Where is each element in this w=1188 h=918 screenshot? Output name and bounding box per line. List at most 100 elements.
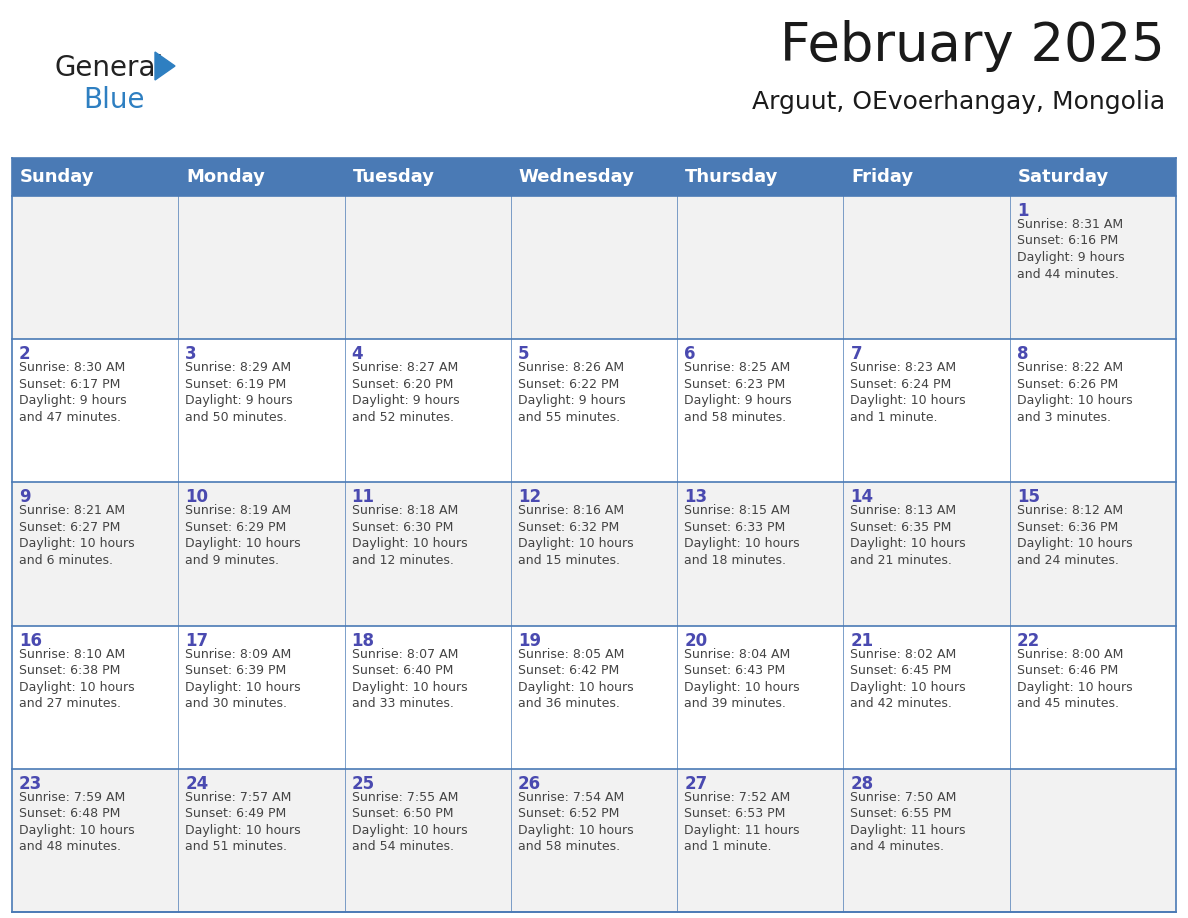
Text: Daylight: 10 hours: Daylight: 10 hours xyxy=(684,537,800,551)
Text: Daylight: 10 hours: Daylight: 10 hours xyxy=(851,394,966,408)
Text: Sunset: 6:29 PM: Sunset: 6:29 PM xyxy=(185,521,286,534)
Text: Sunrise: 7:52 AM: Sunrise: 7:52 AM xyxy=(684,790,790,804)
Bar xyxy=(12,482,178,625)
Text: and 39 minutes.: and 39 minutes. xyxy=(684,697,786,711)
Text: Sunrise: 8:29 AM: Sunrise: 8:29 AM xyxy=(185,361,291,375)
Text: February 2025: February 2025 xyxy=(781,20,1165,72)
Text: Sunrise: 7:54 AM: Sunrise: 7:54 AM xyxy=(518,790,624,804)
Text: and 33 minutes.: and 33 minutes. xyxy=(352,697,454,711)
Text: and 9 minutes.: and 9 minutes. xyxy=(185,554,279,567)
Text: 25: 25 xyxy=(352,775,374,793)
Text: Sunset: 6:26 PM: Sunset: 6:26 PM xyxy=(1017,377,1118,391)
Text: Monday: Monday xyxy=(187,168,265,186)
Text: and 4 minutes.: and 4 minutes. xyxy=(851,840,944,854)
Bar xyxy=(12,196,178,339)
Text: and 58 minutes.: and 58 minutes. xyxy=(518,840,620,854)
Bar xyxy=(12,768,178,912)
Text: Daylight: 9 hours: Daylight: 9 hours xyxy=(185,394,293,408)
Text: 24: 24 xyxy=(185,775,209,793)
Text: and 18 minutes.: and 18 minutes. xyxy=(684,554,786,567)
Text: 7: 7 xyxy=(851,345,862,364)
Text: Sunrise: 8:31 AM: Sunrise: 8:31 AM xyxy=(1017,218,1123,231)
Text: 17: 17 xyxy=(185,632,208,650)
Bar xyxy=(511,158,677,196)
Text: Sunset: 6:23 PM: Sunset: 6:23 PM xyxy=(684,377,785,391)
Text: Wednesday: Wednesday xyxy=(519,168,634,186)
Bar xyxy=(345,768,511,912)
Bar xyxy=(843,196,1010,339)
Bar xyxy=(12,339,178,482)
Text: Sunset: 6:16 PM: Sunset: 6:16 PM xyxy=(1017,234,1118,248)
Text: Sunset: 6:22 PM: Sunset: 6:22 PM xyxy=(518,377,619,391)
Bar xyxy=(1010,196,1176,339)
Text: 23: 23 xyxy=(19,775,43,793)
Text: and 45 minutes.: and 45 minutes. xyxy=(1017,697,1119,711)
Text: Daylight: 10 hours: Daylight: 10 hours xyxy=(1017,394,1132,408)
Bar xyxy=(1010,482,1176,625)
Bar xyxy=(843,158,1010,196)
Text: Sunset: 6:45 PM: Sunset: 6:45 PM xyxy=(851,664,952,677)
Bar xyxy=(511,625,677,768)
Text: Sunrise: 7:57 AM: Sunrise: 7:57 AM xyxy=(185,790,292,804)
Text: and 42 minutes.: and 42 minutes. xyxy=(851,697,953,711)
Text: Sunrise: 7:50 AM: Sunrise: 7:50 AM xyxy=(851,790,956,804)
Text: 2: 2 xyxy=(19,345,31,364)
Text: 22: 22 xyxy=(1017,632,1040,650)
Bar xyxy=(345,482,511,625)
Text: and 3 minutes.: and 3 minutes. xyxy=(1017,410,1111,424)
Text: 5: 5 xyxy=(518,345,530,364)
Text: and 52 minutes.: and 52 minutes. xyxy=(352,410,454,424)
Bar xyxy=(511,768,677,912)
Bar xyxy=(677,768,843,912)
Text: Daylight: 9 hours: Daylight: 9 hours xyxy=(352,394,460,408)
Text: Sunrise: 8:04 AM: Sunrise: 8:04 AM xyxy=(684,647,790,661)
Text: 3: 3 xyxy=(185,345,197,364)
Text: Daylight: 9 hours: Daylight: 9 hours xyxy=(1017,251,1124,264)
Text: Sunset: 6:49 PM: Sunset: 6:49 PM xyxy=(185,807,286,821)
Bar xyxy=(178,768,345,912)
Text: Saturday: Saturday xyxy=(1018,168,1108,186)
Text: 16: 16 xyxy=(19,632,42,650)
Text: Arguut, OEvoerhangay, Mongolia: Arguut, OEvoerhangay, Mongolia xyxy=(752,90,1165,114)
Text: Sunrise: 8:18 AM: Sunrise: 8:18 AM xyxy=(352,504,457,518)
Text: General: General xyxy=(55,54,164,82)
Text: Daylight: 10 hours: Daylight: 10 hours xyxy=(352,680,467,694)
Text: Sunset: 6:42 PM: Sunset: 6:42 PM xyxy=(518,664,619,677)
Text: 10: 10 xyxy=(185,488,208,507)
Text: 20: 20 xyxy=(684,632,707,650)
Text: Daylight: 10 hours: Daylight: 10 hours xyxy=(19,537,134,551)
Text: Sunrise: 8:05 AM: Sunrise: 8:05 AM xyxy=(518,647,624,661)
Text: Sunrise: 8:07 AM: Sunrise: 8:07 AM xyxy=(352,647,457,661)
Text: Sunset: 6:20 PM: Sunset: 6:20 PM xyxy=(352,377,453,391)
Text: and 24 minutes.: and 24 minutes. xyxy=(1017,554,1119,567)
Bar xyxy=(178,339,345,482)
Text: Sunset: 6:43 PM: Sunset: 6:43 PM xyxy=(684,664,785,677)
Text: and 47 minutes.: and 47 minutes. xyxy=(19,410,121,424)
Text: Sunrise: 8:27 AM: Sunrise: 8:27 AM xyxy=(352,361,457,375)
Text: Blue: Blue xyxy=(83,86,145,114)
Text: Daylight: 10 hours: Daylight: 10 hours xyxy=(684,680,800,694)
Text: Sunrise: 8:10 AM: Sunrise: 8:10 AM xyxy=(19,647,125,661)
Text: 21: 21 xyxy=(851,632,873,650)
Text: Sunrise: 8:16 AM: Sunrise: 8:16 AM xyxy=(518,504,624,518)
Text: Sunrise: 8:00 AM: Sunrise: 8:00 AM xyxy=(1017,647,1123,661)
Text: 11: 11 xyxy=(352,488,374,507)
Text: Sunset: 6:39 PM: Sunset: 6:39 PM xyxy=(185,664,286,677)
Text: and 21 minutes.: and 21 minutes. xyxy=(851,554,953,567)
Text: Sunrise: 8:21 AM: Sunrise: 8:21 AM xyxy=(19,504,125,518)
Bar xyxy=(511,482,677,625)
Text: Sunset: 6:48 PM: Sunset: 6:48 PM xyxy=(19,807,120,821)
Text: Tuesday: Tuesday xyxy=(353,168,435,186)
Bar xyxy=(178,482,345,625)
Text: Sunrise: 7:55 AM: Sunrise: 7:55 AM xyxy=(352,790,457,804)
Bar xyxy=(178,196,345,339)
Text: Sunset: 6:36 PM: Sunset: 6:36 PM xyxy=(1017,521,1118,534)
Text: Sunrise: 8:30 AM: Sunrise: 8:30 AM xyxy=(19,361,125,375)
Text: and 30 minutes.: and 30 minutes. xyxy=(185,697,287,711)
Text: Sunrise: 8:23 AM: Sunrise: 8:23 AM xyxy=(851,361,956,375)
Text: Sunset: 6:24 PM: Sunset: 6:24 PM xyxy=(851,377,952,391)
Text: Sunrise: 8:19 AM: Sunrise: 8:19 AM xyxy=(185,504,291,518)
Bar xyxy=(178,158,345,196)
Text: Sunrise: 7:59 AM: Sunrise: 7:59 AM xyxy=(19,790,125,804)
Text: and 15 minutes.: and 15 minutes. xyxy=(518,554,620,567)
